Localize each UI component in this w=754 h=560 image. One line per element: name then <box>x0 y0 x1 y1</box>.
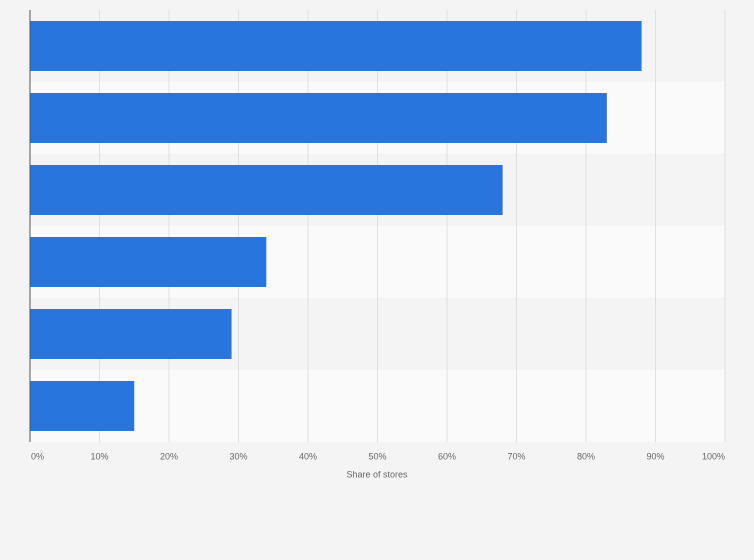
x-tick-label: 30% <box>229 451 247 461</box>
x-tick-label: 70% <box>507 451 525 461</box>
x-tick-label: 10% <box>90 451 108 461</box>
x-tick-label: 90% <box>646 451 664 461</box>
x-tick-label: 100% <box>702 451 725 461</box>
x-tick-label: 50% <box>368 451 386 461</box>
bar <box>30 237 267 287</box>
x-tick-label: 40% <box>299 451 317 461</box>
x-tick-label: 0% <box>31 451 44 461</box>
bar <box>30 165 503 215</box>
bar <box>30 93 607 143</box>
x-tick-label: 80% <box>577 451 595 461</box>
x-tick-label: 60% <box>438 451 456 461</box>
bar <box>30 309 232 359</box>
x-tick-label: 20% <box>160 451 178 461</box>
x-axis-title: Share of stores <box>346 469 408 479</box>
bar <box>30 21 642 71</box>
bar <box>30 381 135 431</box>
